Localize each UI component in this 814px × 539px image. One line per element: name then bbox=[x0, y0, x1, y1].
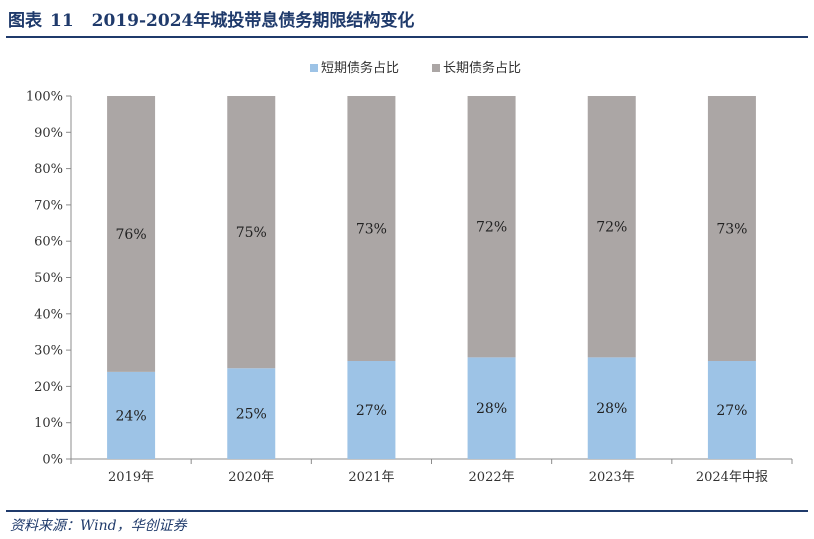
data-label-short: 28% bbox=[476, 401, 507, 417]
legend-swatch-long bbox=[432, 64, 440, 72]
x-tick-label: 2024年中报 bbox=[696, 470, 768, 485]
bar-long bbox=[587, 96, 636, 358]
data-label-long: 72% bbox=[596, 220, 627, 236]
bar-short bbox=[107, 371, 156, 459]
y-tick-label: 10% bbox=[34, 416, 63, 431]
bar-long bbox=[707, 96, 756, 361]
figure-title: 图表 11 2019-2024年城投带息债务期限结构变化 bbox=[8, 6, 414, 31]
source-note: 资料来源：Wind，华创证券 bbox=[10, 518, 187, 534]
x-tick-label: 2020年 bbox=[228, 470, 274, 485]
bar-long bbox=[107, 96, 156, 372]
y-tick-label: 70% bbox=[34, 198, 63, 213]
bar-long bbox=[467, 96, 516, 358]
y-tick-label: 50% bbox=[34, 271, 63, 286]
bar-long bbox=[347, 96, 396, 361]
figure-header: 图表 11 2019-2024年城投带息债务期限结构变化 bbox=[0, 0, 814, 38]
data-label-long: 75% bbox=[236, 225, 267, 241]
bottom-divider bbox=[6, 510, 808, 512]
data-label-long: 73% bbox=[356, 221, 387, 237]
data-label-long: 76% bbox=[116, 227, 147, 243]
bar-short bbox=[707, 360, 756, 459]
x-tick-label: 2022年 bbox=[469, 470, 515, 485]
bar-long bbox=[227, 96, 276, 369]
x-tick-label: 2019年 bbox=[108, 470, 154, 485]
bar-short bbox=[227, 368, 276, 459]
y-tick-label: 20% bbox=[34, 380, 63, 395]
data-label-short: 27% bbox=[356, 403, 387, 419]
data-label-long: 72% bbox=[476, 220, 507, 236]
top-divider bbox=[6, 36, 808, 38]
data-label-short: 27% bbox=[716, 403, 747, 419]
data-label-short: 25% bbox=[236, 407, 267, 423]
y-tick-label: 80% bbox=[34, 162, 63, 177]
y-tick-label: 40% bbox=[34, 307, 63, 322]
legend-label-long: 长期债务占比 bbox=[443, 60, 521, 76]
bar-short bbox=[587, 357, 636, 459]
y-tick-label: 0% bbox=[42, 453, 63, 468]
x-tick-label: 2023年 bbox=[589, 470, 635, 485]
legend-label-short: 短期债务占比 bbox=[321, 60, 399, 76]
bar-short bbox=[467, 357, 516, 459]
data-label-short: 24% bbox=[116, 408, 147, 424]
figure-title-text: 2019-2024年城投带息债务期限结构变化 bbox=[91, 11, 415, 31]
chart-area: 短期债务占比 长期债务占比 0% 10% 20% 30% 40% 50% 60% 70% 80% 90… bbox=[0, 40, 814, 510]
stacked-bar-chart: 短期债务占比 长期债务占比 0% 10% 20% 30% 40% 50% 60% 70% 80% 90… bbox=[26, 60, 793, 485]
y-tick-label: 90% bbox=[34, 126, 63, 141]
data-label-long: 73% bbox=[716, 221, 747, 237]
x-tick-label: 2021年 bbox=[348, 470, 394, 485]
legend-swatch-short bbox=[310, 64, 318, 72]
y-tick-label: 60% bbox=[34, 235, 63, 250]
bar-short bbox=[347, 360, 396, 459]
figure-number: 11 bbox=[50, 11, 74, 31]
y-tick-label: 100% bbox=[26, 90, 63, 105]
y-tick-label: 30% bbox=[34, 344, 63, 359]
figure-label: 图表 bbox=[8, 11, 42, 31]
data-label-short: 28% bbox=[596, 401, 627, 417]
